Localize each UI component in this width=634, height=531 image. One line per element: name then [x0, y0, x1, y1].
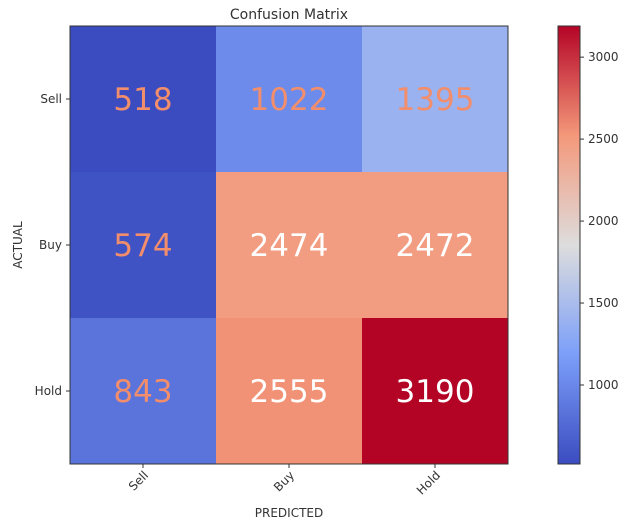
colorbar — [557, 25, 581, 465]
colorbar-tick-label: 1000 — [588, 378, 619, 392]
heatmap-cell — [70, 172, 216, 318]
y-tick-labels: Sell Buy Hold — [35, 92, 70, 398]
y-tick-label: Sell — [40, 92, 62, 106]
chart-title: Confusion Matrix — [230, 7, 348, 23]
heatmap-cell — [216, 318, 362, 464]
x-axis-label: PREDICTED — [255, 506, 323, 520]
colorbar-tick-label: 2500 — [588, 132, 619, 146]
x-tick-label: Buy — [271, 468, 297, 494]
colorbar-tick-label: 3000 — [588, 50, 619, 64]
heatmap-cells: 518 1022 1395 574 2474 2472 843 2555 3190 — [70, 26, 508, 464]
cell-value-label: 2472 — [396, 228, 475, 264]
cell-value-label: 843 — [113, 374, 172, 410]
cell-value-label: 3190 — [396, 374, 475, 410]
heatmap-cell — [362, 26, 508, 172]
colorbar-ticks: 1000 1500 2000 2500 3000 — [580, 50, 619, 392]
cell-value-label: 518 — [113, 82, 172, 118]
heatmap-cell — [216, 172, 362, 318]
y-tick-label: Buy — [39, 238, 62, 252]
cell-value-label: 574 — [113, 228, 172, 264]
colorbar-tick-label: 2000 — [588, 214, 619, 228]
cell-value-label: 1395 — [396, 82, 475, 118]
heatmap-cell — [362, 172, 508, 318]
cell-value-label: 2474 — [250, 228, 329, 264]
x-tick-label: Hold — [414, 468, 443, 497]
cell-value-label: 1022 — [250, 82, 329, 118]
cell-value-label: 2555 — [250, 374, 329, 410]
heatmap-cell — [70, 318, 216, 464]
x-tick-label: Sell — [126, 468, 151, 493]
heatmap-cell — [216, 26, 362, 172]
x-tick-labels: Sell Buy Hold — [126, 464, 443, 497]
heatmap-cell — [70, 26, 216, 172]
y-axis-label: ACTUAL — [11, 221, 25, 269]
y-tick-label: Hold — [35, 384, 62, 398]
colorbar-tick-label: 1500 — [588, 296, 619, 310]
heatmap-cell — [362, 318, 508, 464]
